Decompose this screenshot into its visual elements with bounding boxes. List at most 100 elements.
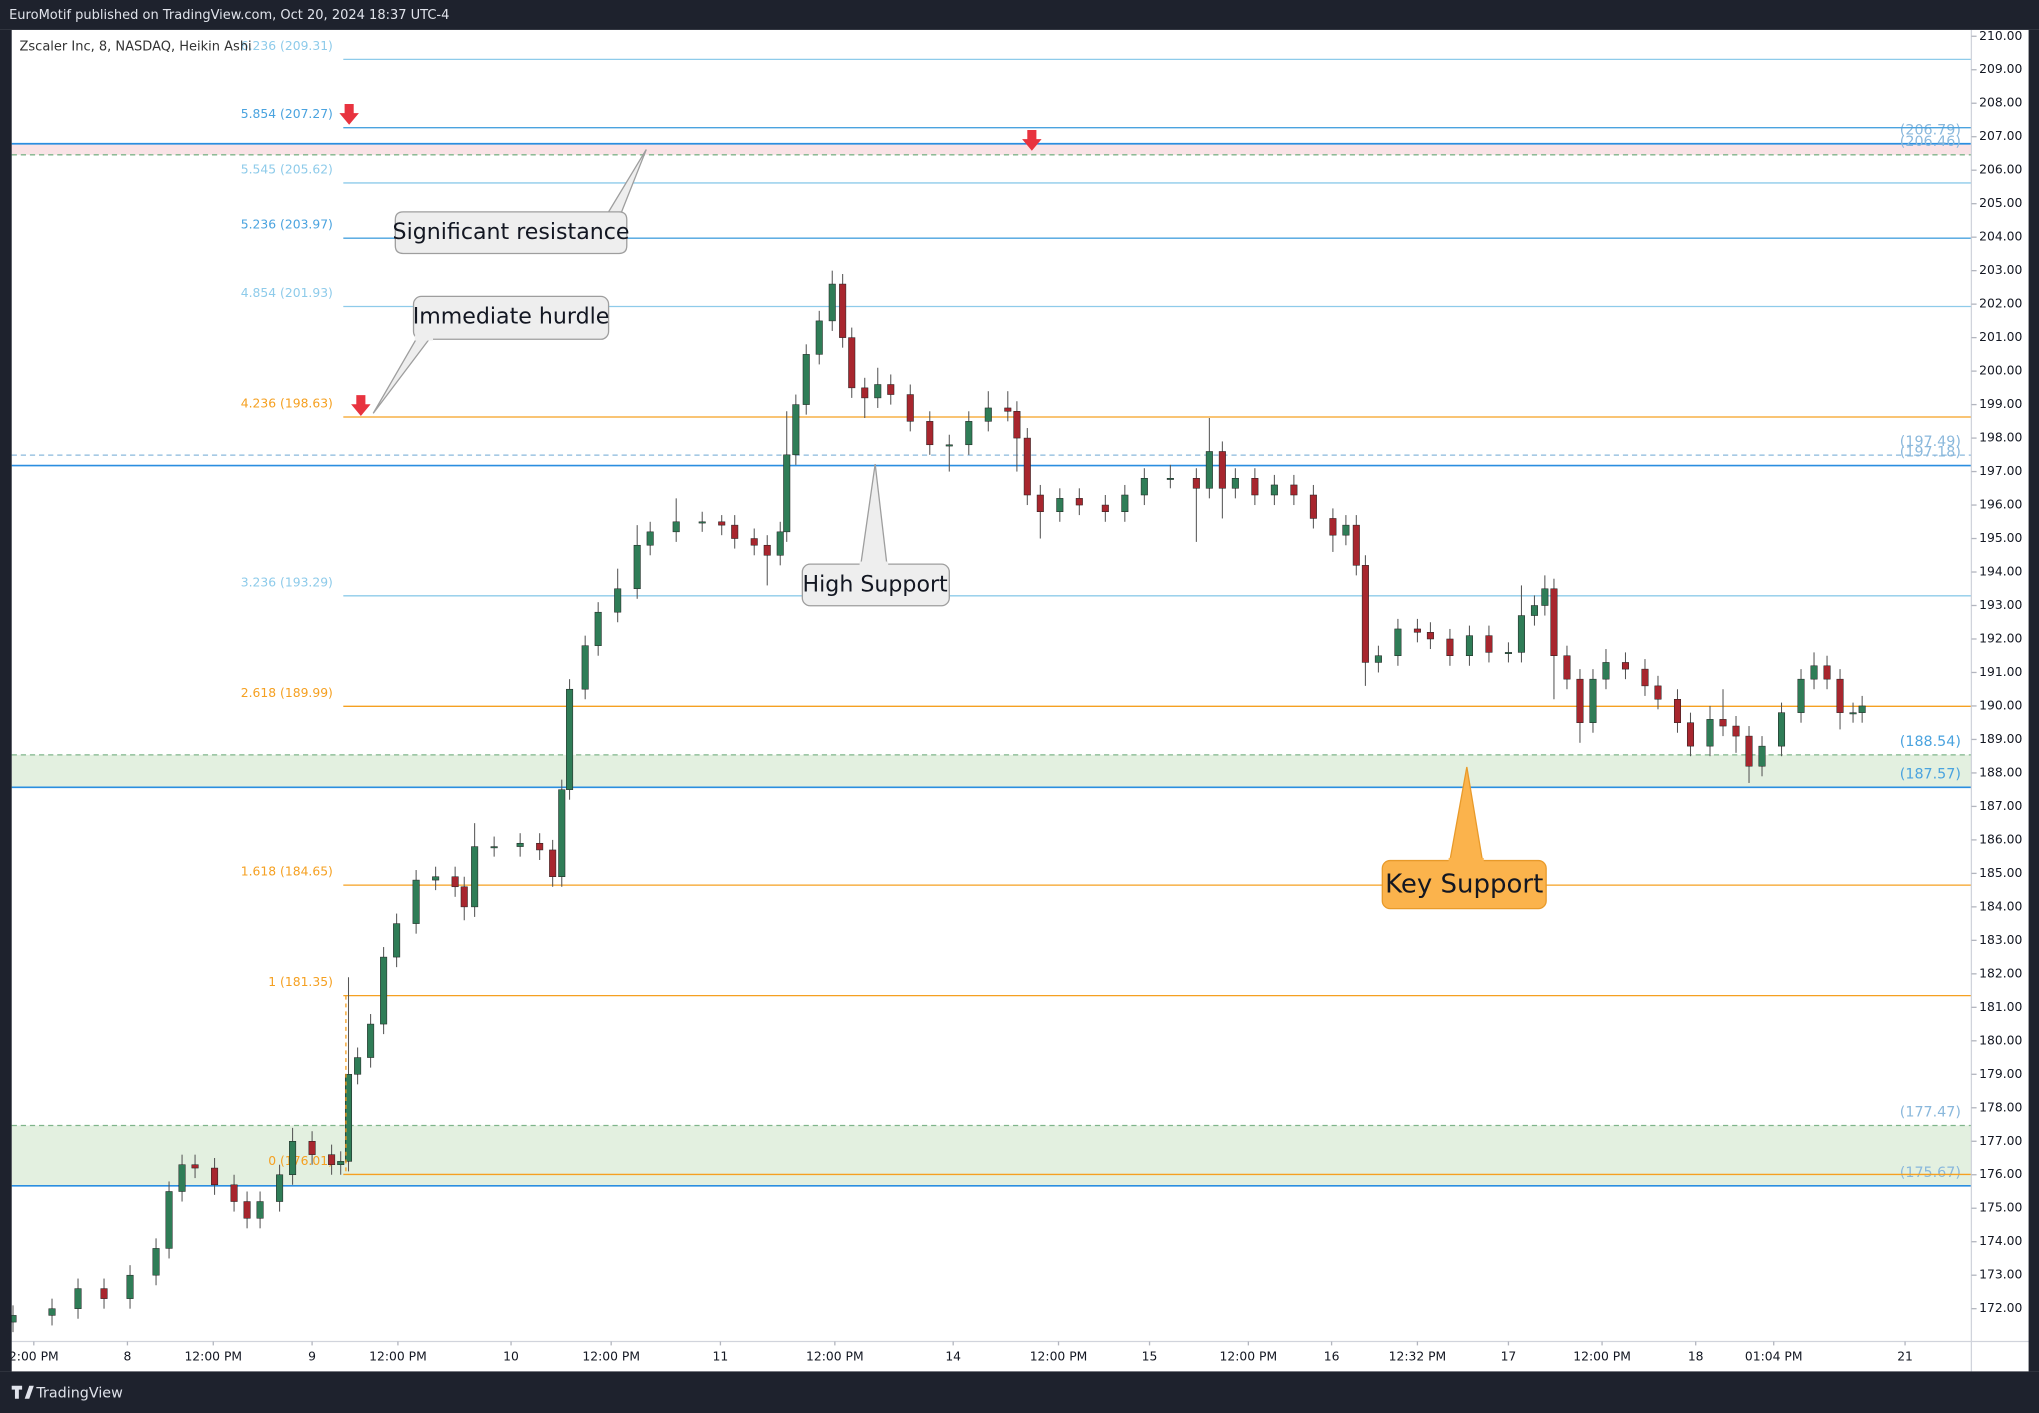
candle-body [887,384,895,395]
candle-body [1589,678,1597,723]
callout: Immediate hurdle [372,295,609,414]
candle-body [1121,494,1129,513]
footer: TradingView [35,1386,123,1402]
zone-label: (206.79) [1900,123,1961,139]
x-tick-label: 14 [945,1350,961,1364]
candle-body [344,1074,353,1162]
candle-body [1778,712,1786,747]
plot-area: (206.79)(206.46) (197.49)(197.18) (188.54)… [11,39,1972,1187]
arrow [339,103,359,125]
candle-body [984,407,992,422]
candle-body [1621,662,1629,670]
candle-body [1013,411,1021,439]
candle-body [802,354,810,405]
candle-body [1732,725,1740,737]
fib-label: 5.854 (207.27) [241,107,333,121]
candle-body [74,1288,82,1309]
candle-body [1004,407,1012,412]
x-tick-label: 12:00 PM [806,1350,864,1364]
candle-body [1413,628,1421,633]
candle-body [1563,655,1571,680]
candle-body [792,404,800,456]
candle-body [432,876,440,881]
y-tick-label: 208.00 [1979,96,2022,110]
candle-body [815,320,823,355]
candle-body [1374,655,1382,663]
candle-body [308,1141,316,1155]
candle-body [100,1288,108,1299]
candle-body [393,923,401,958]
y-tick-label: 209.00 [1979,62,2022,76]
fib-label: 4.236 (198.63) [241,396,333,410]
candle-body [126,1274,134,1299]
y-tick-label: 180.00 [1979,1033,2022,1047]
candle-body [1361,565,1369,663]
candle-body [412,879,420,924]
candle-body [1504,652,1512,654]
x-tick-label: 9 [308,1350,316,1364]
candle-body [776,531,784,556]
x-tick-label: 12:00 PM [184,1350,242,1364]
y-tick-label: 198.00 [1979,431,2022,445]
candle-body [861,387,869,399]
candle-body [1023,437,1031,496]
candle-body [783,454,791,533]
x-tick-label: 2:00 PM [9,1350,59,1364]
candle-body [1446,638,1454,656]
y-tick-label: 178.00 [1979,1100,2022,1114]
y-tick-label: 184.00 [1979,899,2022,913]
candle-body [633,544,641,590]
candle-body [750,538,758,546]
y-tick-label: 187.00 [1979,799,2022,813]
fib-label: 5.545 (205.62) [241,162,333,176]
candle-body [1192,478,1200,489]
candle-body [1517,615,1525,653]
y-tick-label: 201.00 [1979,330,2022,344]
candle-body [1823,665,1831,680]
candle-body [614,588,622,613]
candle-body [1541,588,1549,606]
zone-label: (197.49) [1900,434,1961,450]
candle-body [367,1023,375,1058]
fib-label: 0 (176.01) [268,1154,333,1168]
y-tick-label: 179.00 [1979,1067,2022,1081]
x-tick-label: 11 [713,1350,729,1364]
arrow [1022,129,1042,151]
header-bar [0,0,2039,30]
candle-body [1836,678,1844,713]
y-tick-label: 189.00 [1979,732,2022,746]
candle-body [549,849,557,877]
candle-body [1550,588,1558,656]
x-tick-label: 01:04 PM [1745,1350,1803,1364]
candle-body [289,1141,297,1176]
candle-body [1745,735,1753,767]
fib-label: 5.236 (203.97) [241,218,333,232]
x-tick-label: 17 [1501,1350,1517,1364]
zone-label: (175.67) [1900,1165,1961,1181]
x-tick-label: 21 [1897,1350,1913,1364]
x-tick-label: 8 [124,1350,132,1364]
marks [9,270,1866,1333]
callout: Key Support [1381,766,1547,910]
fib-label: 3.236 (193.29) [241,575,333,589]
candle-body [1075,498,1083,506]
candle-body [536,842,544,851]
header: EuroMotif published on TradingView.com, … [9,8,449,23]
y-tick-label: 203.00 [1979,263,2022,277]
callout: Significant resistance [393,149,647,255]
candle-body [337,1161,345,1165]
candle-body [763,544,771,556]
candle-body [965,421,973,446]
zone [11,143,1972,155]
candle-body [1218,451,1226,489]
y-tick-label: 205.00 [1979,196,2022,210]
y-tick-label: 207.00 [1979,129,2022,143]
candle-body [1056,498,1064,513]
candle-body [1530,605,1538,616]
y-tick-label: 175.00 [1979,1201,2022,1215]
annotation: Significant resistance [393,219,630,245]
x-tick-label: 12:00 PM [369,1350,427,1364]
candle-body [1251,478,1259,496]
candle-body [839,283,847,338]
fib-label: 1 (181.35) [268,975,333,989]
